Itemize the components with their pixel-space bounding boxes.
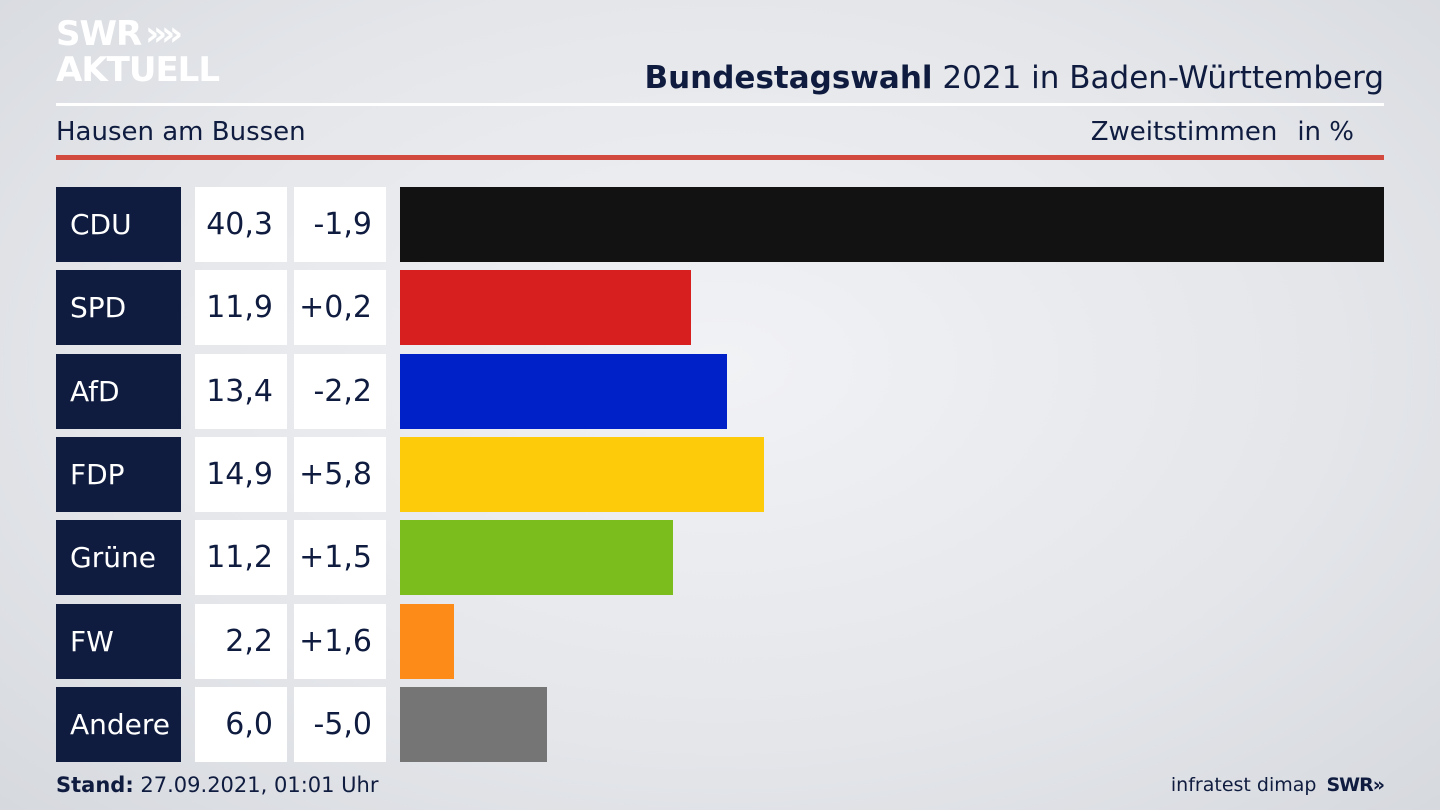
swr-footer-logo: SWR» — [1326, 774, 1385, 796]
measure-name: Zweitstimmen — [1090, 117, 1278, 147]
title-rest: 2021 in Baden-Württemberg — [932, 60, 1384, 96]
party-label: CDU — [56, 187, 181, 262]
logo-line-2: AKTUELL — [56, 50, 220, 90]
timestamp: Stand: 27.09.2021, 01:01 Uhr — [56, 770, 379, 800]
party-label: AfD — [56, 353, 181, 429]
source-credit: infratest dimap SWR» — [1170, 770, 1385, 800]
diff-label: +5,8 — [294, 436, 386, 512]
title-bold: Bundestagswahl — [644, 60, 933, 96]
party-label: SPD — [56, 270, 181, 346]
logo-arrows-icon: »» — [145, 14, 183, 54]
party-label: FDP — [56, 436, 181, 512]
bar — [400, 187, 1384, 262]
party-label: FW — [56, 603, 181, 679]
value-label: 11,9 — [195, 270, 287, 346]
accent-divider — [56, 155, 1384, 160]
diff-label: -1,9 — [294, 187, 386, 262]
bar-row: SPD 11,9 +0,2 — [0, 270, 1440, 346]
bar-row: CDU 40,3 -1,9 — [0, 187, 1440, 262]
bar-row: Andere 6,0 -5,0 — [0, 686, 1440, 762]
location-label: Hausen am Bussen — [56, 117, 306, 147]
stand-value: 27.09.2021, 01:01 Uhr — [133, 773, 379, 797]
logo-line-1: SWR»» — [56, 14, 183, 54]
value-label: 6,0 — [195, 686, 287, 762]
bar-row: AfD 13,4 -2,2 — [0, 353, 1440, 429]
swr-aktuell-logo: SWR»» AKTUELL — [56, 14, 220, 90]
bar — [400, 270, 691, 346]
value-label: 13,4 — [195, 353, 287, 429]
value-label: 14,9 — [195, 436, 287, 512]
value-label: 40,3 — [195, 187, 287, 262]
page-title: Bundestagswahl 2021 in Baden-Württemberg — [644, 56, 1384, 100]
bar — [400, 603, 454, 679]
bar — [400, 520, 674, 596]
stand-label: Stand: — [56, 773, 134, 797]
unit-label: in % — [1297, 117, 1354, 147]
party-label: Grüne — [56, 520, 181, 596]
diff-label: -2,2 — [294, 353, 386, 429]
diff-label: -5,0 — [294, 686, 386, 762]
bar — [400, 436, 764, 512]
bar — [400, 353, 728, 429]
value-label: 2,2 — [195, 603, 287, 679]
measure-label: Zweitstimmen in % — [1091, 112, 1354, 152]
diff-label: +0,2 — [294, 270, 386, 346]
bar — [400, 686, 547, 762]
value-label: 11,2 — [195, 520, 287, 596]
source-label: infratest dimap — [1170, 774, 1317, 796]
header-divider — [56, 103, 1384, 106]
bar-row: Grüne 11,2 +1,5 — [0, 520, 1440, 596]
party-label: Andere — [56, 686, 181, 762]
bar-row: FW 2,2 +1,6 — [0, 603, 1440, 679]
diff-label: +1,6 — [294, 603, 386, 679]
bar-row: FDP 14,9 +5,8 — [0, 436, 1440, 512]
diff-label: +1,5 — [294, 520, 386, 596]
